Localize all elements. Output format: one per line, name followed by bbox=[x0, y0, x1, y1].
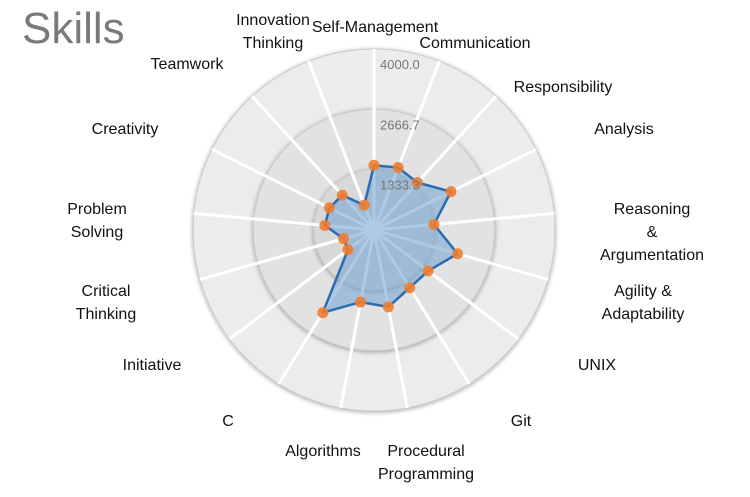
data-point[interactable] bbox=[368, 159, 380, 171]
data-point[interactable] bbox=[411, 177, 423, 189]
tick-label: 1333.3 bbox=[380, 178, 420, 193]
data-point[interactable] bbox=[355, 296, 367, 308]
axis-label: Creativity bbox=[92, 121, 159, 138]
axis-label: Algorithms bbox=[285, 443, 361, 460]
axis-label: Procedural Programming bbox=[378, 443, 474, 483]
axis-label: Initiative bbox=[123, 357, 182, 374]
radial-tick-labels: 4000.0 2666.7 1333.3 bbox=[380, 57, 420, 193]
axis-label: Innovation Thinking bbox=[236, 12, 310, 52]
data-point[interactable] bbox=[422, 265, 434, 277]
axis-label: Git bbox=[511, 413, 532, 430]
data-point[interactable] bbox=[382, 301, 394, 313]
data-point[interactable] bbox=[428, 218, 440, 230]
tick-label: 2666.7 bbox=[380, 117, 420, 132]
data-point[interactable] bbox=[338, 233, 350, 245]
data-point[interactable] bbox=[323, 202, 335, 214]
tick-label: 4000.0 bbox=[380, 57, 420, 72]
axis-label: Agility & Adaptability bbox=[602, 283, 685, 323]
axis-label: Responsibility bbox=[514, 79, 613, 96]
axis-label: Communication bbox=[419, 35, 530, 52]
data-point[interactable] bbox=[336, 189, 348, 201]
axis-label: Teamwork bbox=[151, 56, 225, 73]
data-point[interactable] bbox=[358, 199, 370, 211]
data-point[interactable] bbox=[342, 244, 354, 256]
data-point[interactable] bbox=[452, 248, 464, 260]
data-point[interactable] bbox=[404, 282, 416, 294]
axis-label: Reasoning & Argumentation bbox=[600, 201, 704, 264]
data-point[interactable] bbox=[319, 219, 331, 231]
data-point[interactable] bbox=[445, 186, 457, 198]
chart-title: Skills bbox=[22, 4, 125, 53]
data-points bbox=[317, 159, 464, 319]
axis-label: Problem Solving bbox=[67, 201, 127, 241]
axis-label: Self-Management bbox=[312, 19, 439, 36]
data-point[interactable] bbox=[392, 162, 404, 174]
axis-label: C bbox=[222, 413, 234, 430]
axis-label: UNIX bbox=[578, 357, 617, 374]
data-point[interactable] bbox=[317, 307, 329, 319]
axis-label: Analysis bbox=[594, 121, 654, 138]
axis-label: Critical Thinking bbox=[76, 283, 136, 323]
